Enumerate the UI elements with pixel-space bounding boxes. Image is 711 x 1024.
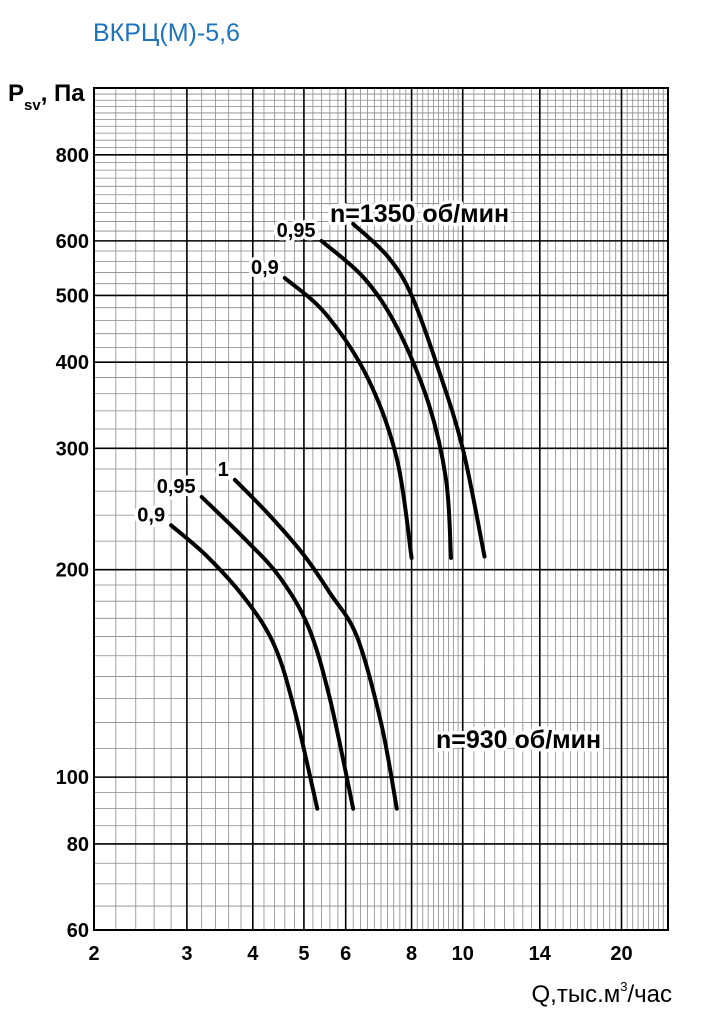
x-tick-label: 3 xyxy=(181,943,192,965)
curve-label: 0,9 xyxy=(251,257,279,279)
curve-label: 0,9 xyxy=(137,504,165,526)
curves xyxy=(169,221,487,811)
x-axis-label-unit: /час xyxy=(627,981,672,1008)
x-tick-label: 6 xyxy=(340,943,351,965)
x-tick-label: 8 xyxy=(406,943,417,965)
curve-line xyxy=(282,276,414,560)
y-tick-label: 60 xyxy=(67,920,89,942)
curve-line xyxy=(169,523,320,811)
x-axis-label-sup: 3 xyxy=(620,979,627,994)
y-axis-label-main: P xyxy=(8,80,24,107)
x-tick-label: 10 xyxy=(452,943,474,965)
curve-label: 0,95 xyxy=(157,476,196,498)
x-tick-label: 2 xyxy=(88,943,99,965)
x-tick-label: 20 xyxy=(610,943,632,965)
y-tick-label: 300 xyxy=(56,438,89,460)
curve-line xyxy=(232,477,399,811)
x-tick-label: 14 xyxy=(529,943,552,965)
y-tick-label: 500 xyxy=(56,285,89,307)
y-axis-label-unit: , Па xyxy=(41,80,86,107)
y-tick-label: 100 xyxy=(56,767,89,789)
x-axis-label: Q,тыс.м3/час xyxy=(531,979,672,1008)
curve-line xyxy=(199,495,356,811)
curve-label: 1 xyxy=(336,203,347,225)
curve-line xyxy=(319,238,453,560)
curve-label: 1 xyxy=(218,459,229,481)
curve-label: 0,95 xyxy=(277,220,316,242)
y-axis-label-sub: sv xyxy=(24,97,41,114)
y-tick-labels: 60 80 100 200 300 400 500 600 800 xyxy=(56,145,89,942)
speed-label: n=930 об/мин xyxy=(436,726,601,754)
y-tick-label: 200 xyxy=(56,560,89,582)
speed-label: n=1350 об/мин xyxy=(330,200,509,228)
y-tick-label: 400 xyxy=(56,352,89,374)
chart-title: ВКРЦ(М)-5,6 xyxy=(93,19,240,47)
curve-line xyxy=(351,221,487,559)
x-tick-label: 5 xyxy=(298,943,309,965)
plot-frame xyxy=(93,87,669,931)
y-tick-label: 600 xyxy=(56,231,89,253)
y-axis-label: Psv, Па xyxy=(8,80,85,114)
y-tick-label: 80 xyxy=(67,834,89,856)
x-tick-label: 4 xyxy=(247,943,259,965)
x-tick-labels: 2 3 4 5 6 8 10 14 20 xyxy=(88,943,632,965)
x-axis-label-main: Q,тыс.м xyxy=(531,981,620,1008)
y-tick-label: 800 xyxy=(56,145,89,167)
